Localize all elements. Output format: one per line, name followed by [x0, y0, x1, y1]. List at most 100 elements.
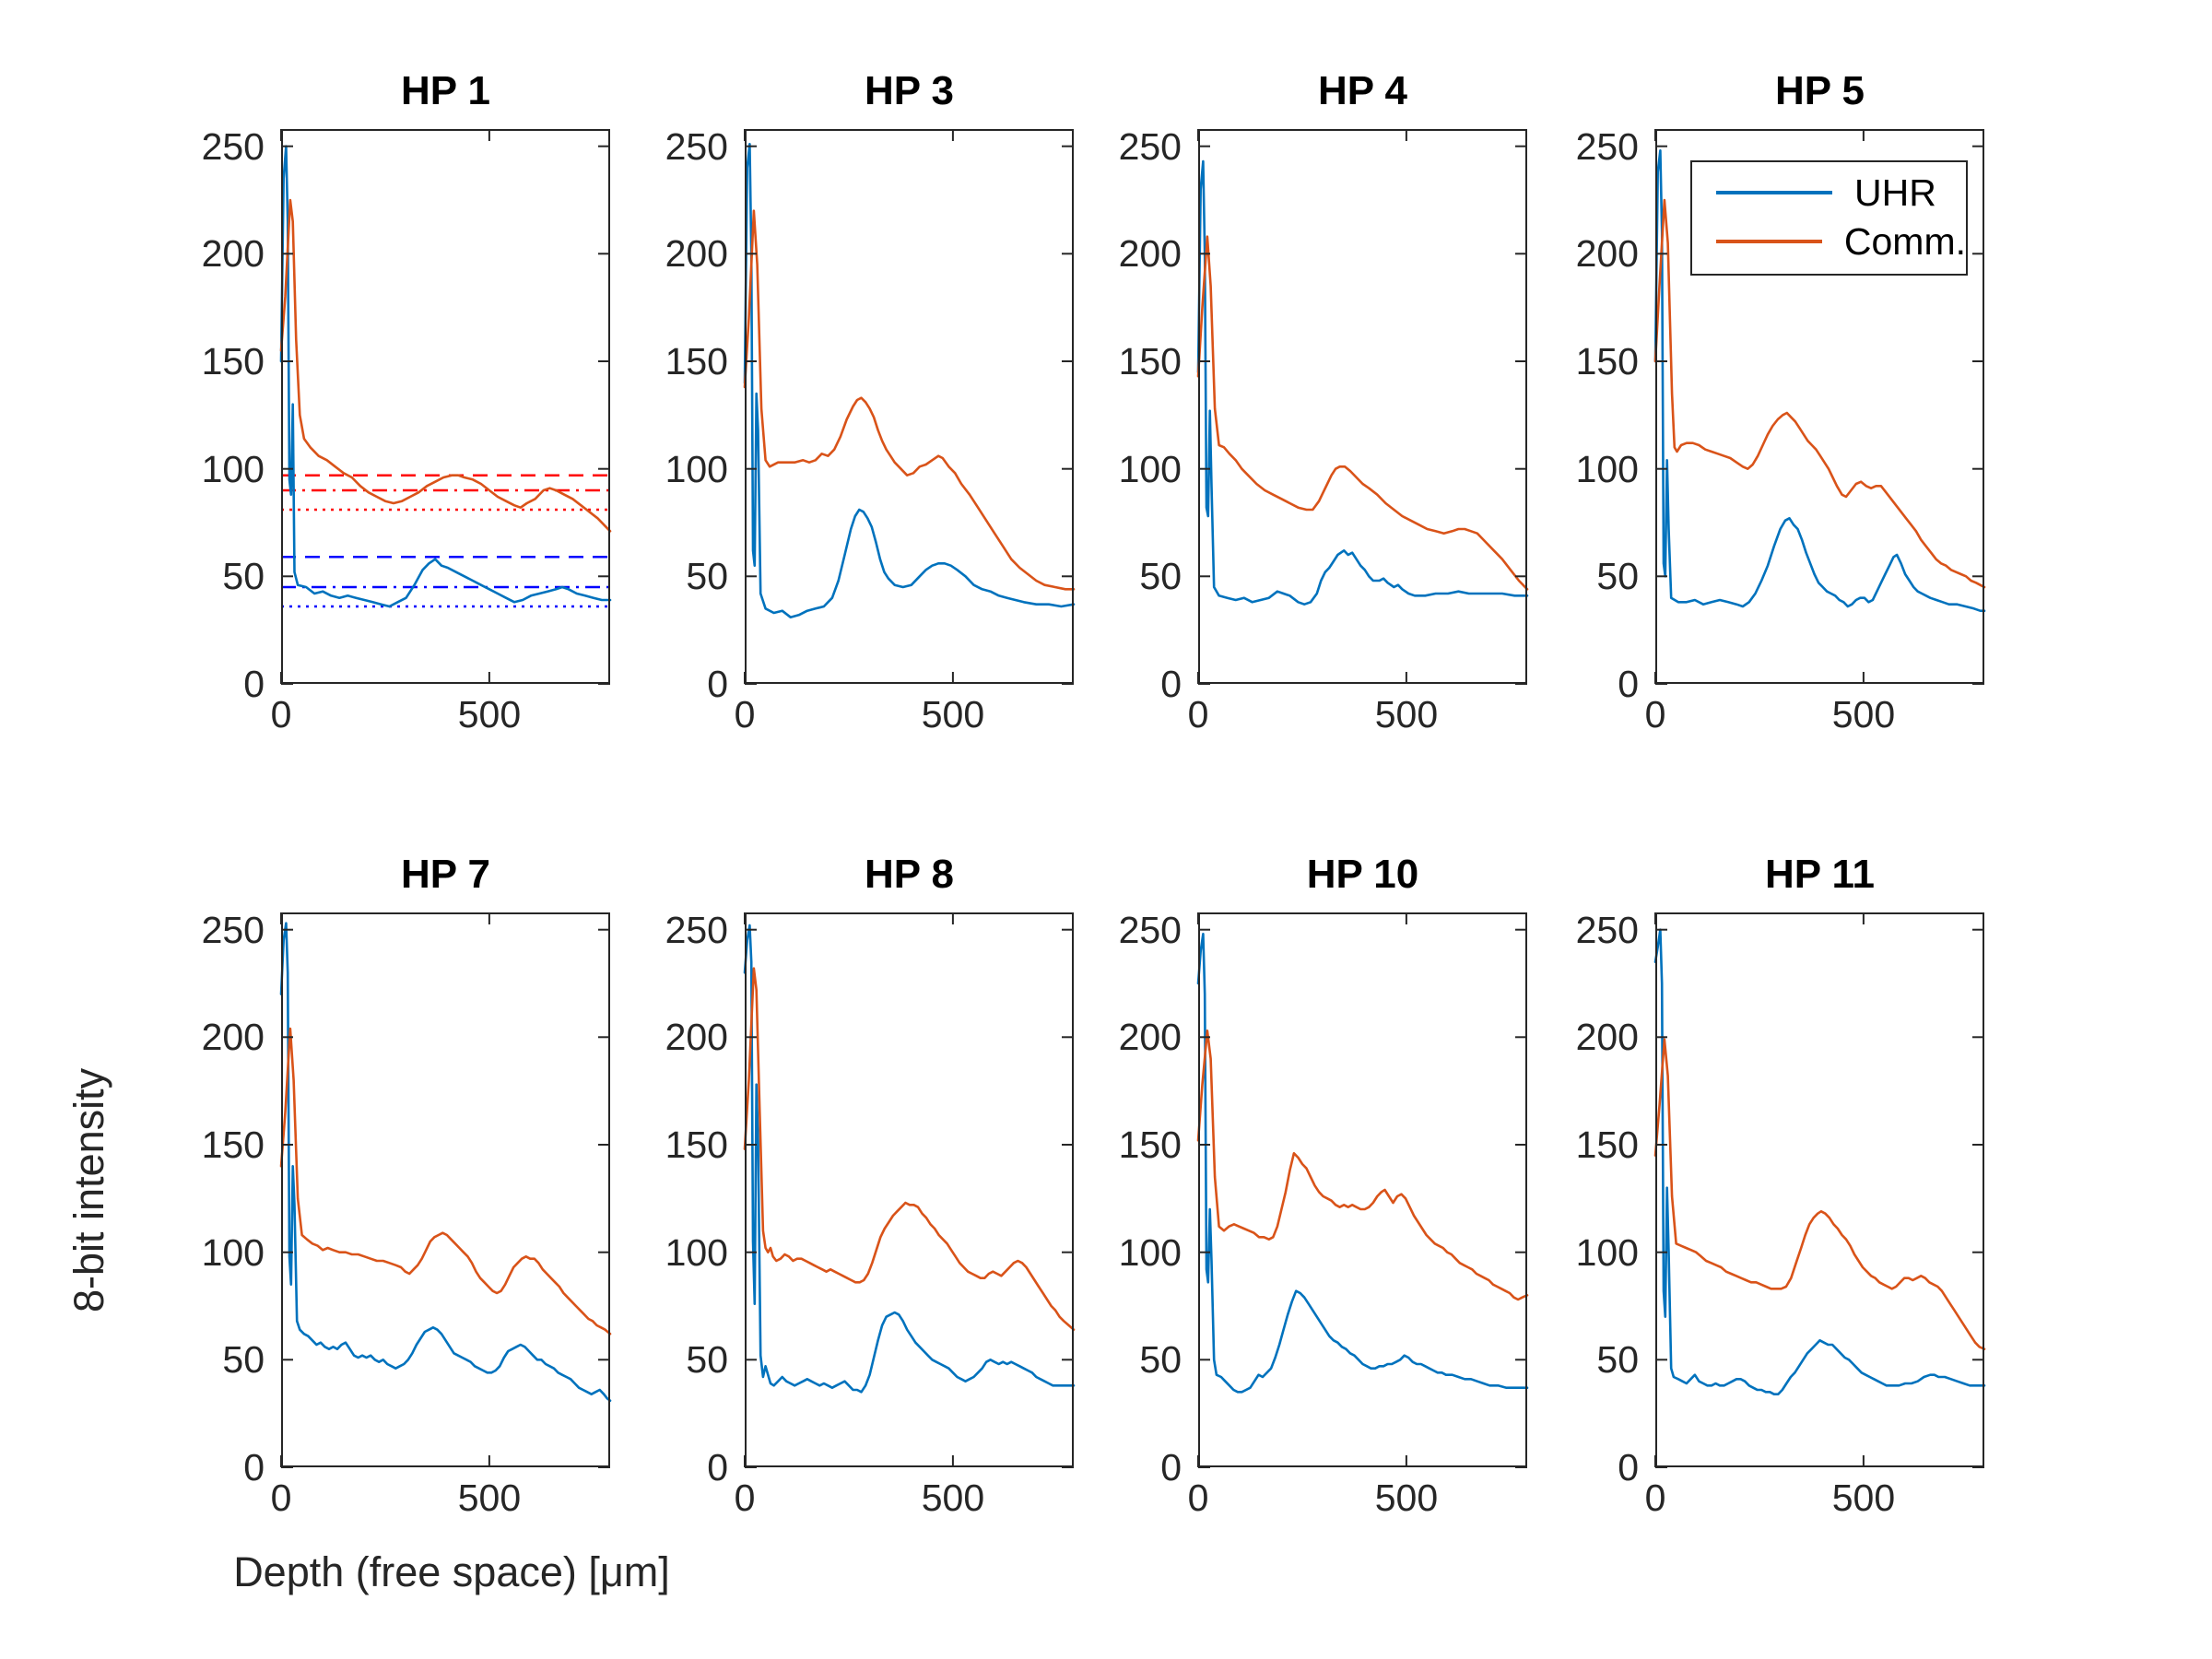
curve-comm [1196, 1030, 1529, 1301]
y-tick-label: 250 [201, 124, 265, 168]
curve-comm [279, 1027, 612, 1335]
plot-svg [1653, 912, 1986, 1468]
y-tick-label: 150 [1575, 1124, 1639, 1166]
subplot-title-hp8: HP 8 [864, 852, 955, 897]
x-tick-label: 500 [921, 693, 985, 735]
x-tick-label: 500 [1831, 1477, 1896, 1519]
y-tick-label: 250 [665, 124, 728, 168]
y-tick-label: 200 [1575, 1016, 1639, 1059]
plot-area-hp3 [743, 129, 1076, 685]
subplot-hp4: HP 4 0 500 0 50 100 150 200 250 [1119, 68, 1529, 735]
y-tick-label: 0 [1160, 663, 1182, 705]
y-tick-label: 100 [201, 447, 265, 490]
y-tick-label: 0 [243, 1446, 265, 1488]
x-tick-label: 0 [734, 1477, 756, 1519]
plot-svg [1196, 129, 1529, 685]
subplot-hp5: HP 5 UHR Comm. 0 500 0 50 100 150 200 250 [1576, 68, 1986, 735]
y-tick-label: 100 [201, 1230, 265, 1274]
plot-svg [279, 912, 612, 1468]
y-tick-label: 200 [1118, 232, 1182, 276]
plot-svg [743, 129, 1076, 685]
subplot-hp10: HP 10 0 500 0 50 100 150 200 250 [1119, 852, 1529, 1519]
legend: UHR Comm. [1690, 160, 1968, 276]
plot-area-hp10 [1196, 912, 1529, 1468]
curve-comm [1196, 235, 1529, 591]
y-tick-label: 100 [1118, 1230, 1182, 1274]
y-tick-label: 250 [1575, 124, 1639, 168]
y-tick-label: 150 [1575, 340, 1639, 382]
y-tick-label: 50 [222, 1338, 265, 1382]
y-tick-label: 50 [686, 1338, 728, 1382]
y-tick-label: 250 [1575, 908, 1639, 951]
subplot-title-hp7: HP 7 [400, 852, 491, 897]
axes-box [281, 912, 610, 1467]
plot-area-hp11 [1653, 912, 1986, 1468]
y-tick-label: 200 [665, 1016, 728, 1059]
subplot-hp8: HP 8 0 500 0 50 100 150 200 250 [665, 852, 1076, 1519]
curve-uhr [279, 145, 612, 608]
plot-area-hp7 [279, 912, 612, 1468]
legend-line-uhr-swatch [1716, 191, 1832, 194]
legend-label-comm: Comm. [1843, 219, 1966, 263]
axes-box [281, 129, 610, 684]
curve-comm [279, 198, 612, 533]
plot-svg [743, 912, 1076, 1468]
legend-line-comm-swatch [1716, 240, 1822, 243]
y-tick-label: 150 [1118, 1124, 1182, 1166]
y-tick-label: 150 [1118, 340, 1182, 382]
axes-box [1655, 129, 1984, 684]
y-tick-label: 250 [201, 908, 265, 951]
y-tick-label: 250 [1118, 124, 1182, 168]
y-tick-label: 0 [707, 1446, 728, 1488]
y-tick-label: 0 [1618, 1446, 1639, 1488]
subplot-title-hp11: HP 11 [1764, 852, 1876, 897]
plot-svg [279, 129, 612, 685]
subplot-title-hp10: HP 10 [1306, 852, 1419, 897]
subplot-hp7: HP 7 0 500 0 50 100 150 200 250 [202, 852, 612, 1519]
curve-uhr [279, 922, 612, 1403]
curve-uhr [1196, 932, 1529, 1394]
axes-box [745, 912, 1074, 1467]
curve-comm [1653, 198, 1986, 589]
y-tick-label: 100 [1575, 1230, 1639, 1274]
y-tick-label: 250 [1118, 908, 1182, 951]
x-tick-label: 500 [457, 1477, 522, 1519]
plot-area-hp5 [1653, 129, 1986, 685]
subplot-title-hp4: HP 4 [1317, 68, 1408, 113]
legend-entry-comm: Comm. [1692, 218, 1966, 265]
plot-area-hp8 [743, 912, 1076, 1468]
plot-svg [1196, 912, 1529, 1468]
x-tick-label: 500 [921, 1477, 985, 1519]
subplot-title-hp3: HP 3 [864, 68, 955, 113]
curve-comm [743, 967, 1076, 1332]
y-tick-label: 150 [201, 340, 265, 382]
y-tick-label: 150 [201, 1124, 265, 1166]
subplot-hp3: HP 3 0 500 0 50 100 150 200 250 [665, 68, 1076, 735]
y-tick-label: 250 [665, 908, 728, 951]
subplot-hp1: HP 1 0 500 0 50 100 150 200 250 [202, 68, 612, 735]
y-tick-label: 200 [1575, 232, 1639, 276]
y-tick-label: 50 [1596, 555, 1639, 598]
x-tick-label: 500 [1374, 693, 1439, 735]
x-tick-label: 0 [1187, 693, 1209, 735]
curve-uhr [743, 924, 1076, 1394]
curve-comm [743, 209, 1076, 591]
legend-label-uhr: UHR [1854, 171, 1936, 214]
x-tick-label: 500 [1831, 693, 1896, 735]
plot-area-hp4 [1196, 129, 1529, 685]
y-tick-label: 100 [665, 1230, 728, 1274]
x-tick-label: 0 [270, 1477, 292, 1519]
axes-box [745, 129, 1074, 684]
y-tick-label: 150 [665, 340, 728, 382]
y-tick-label: 0 [1160, 1446, 1182, 1488]
plot-area-hp1 [279, 129, 612, 685]
x-tick-label: 500 [1374, 1477, 1439, 1519]
x-tick-label: 0 [1187, 1477, 1209, 1519]
y-tick-label: 50 [222, 555, 265, 598]
y-tick-label: 50 [1139, 555, 1182, 598]
x-tick-label: 0 [1644, 1477, 1666, 1519]
axes-box [1655, 912, 1984, 1467]
axes-box [1198, 912, 1527, 1467]
y-tick-label: 0 [707, 663, 728, 705]
